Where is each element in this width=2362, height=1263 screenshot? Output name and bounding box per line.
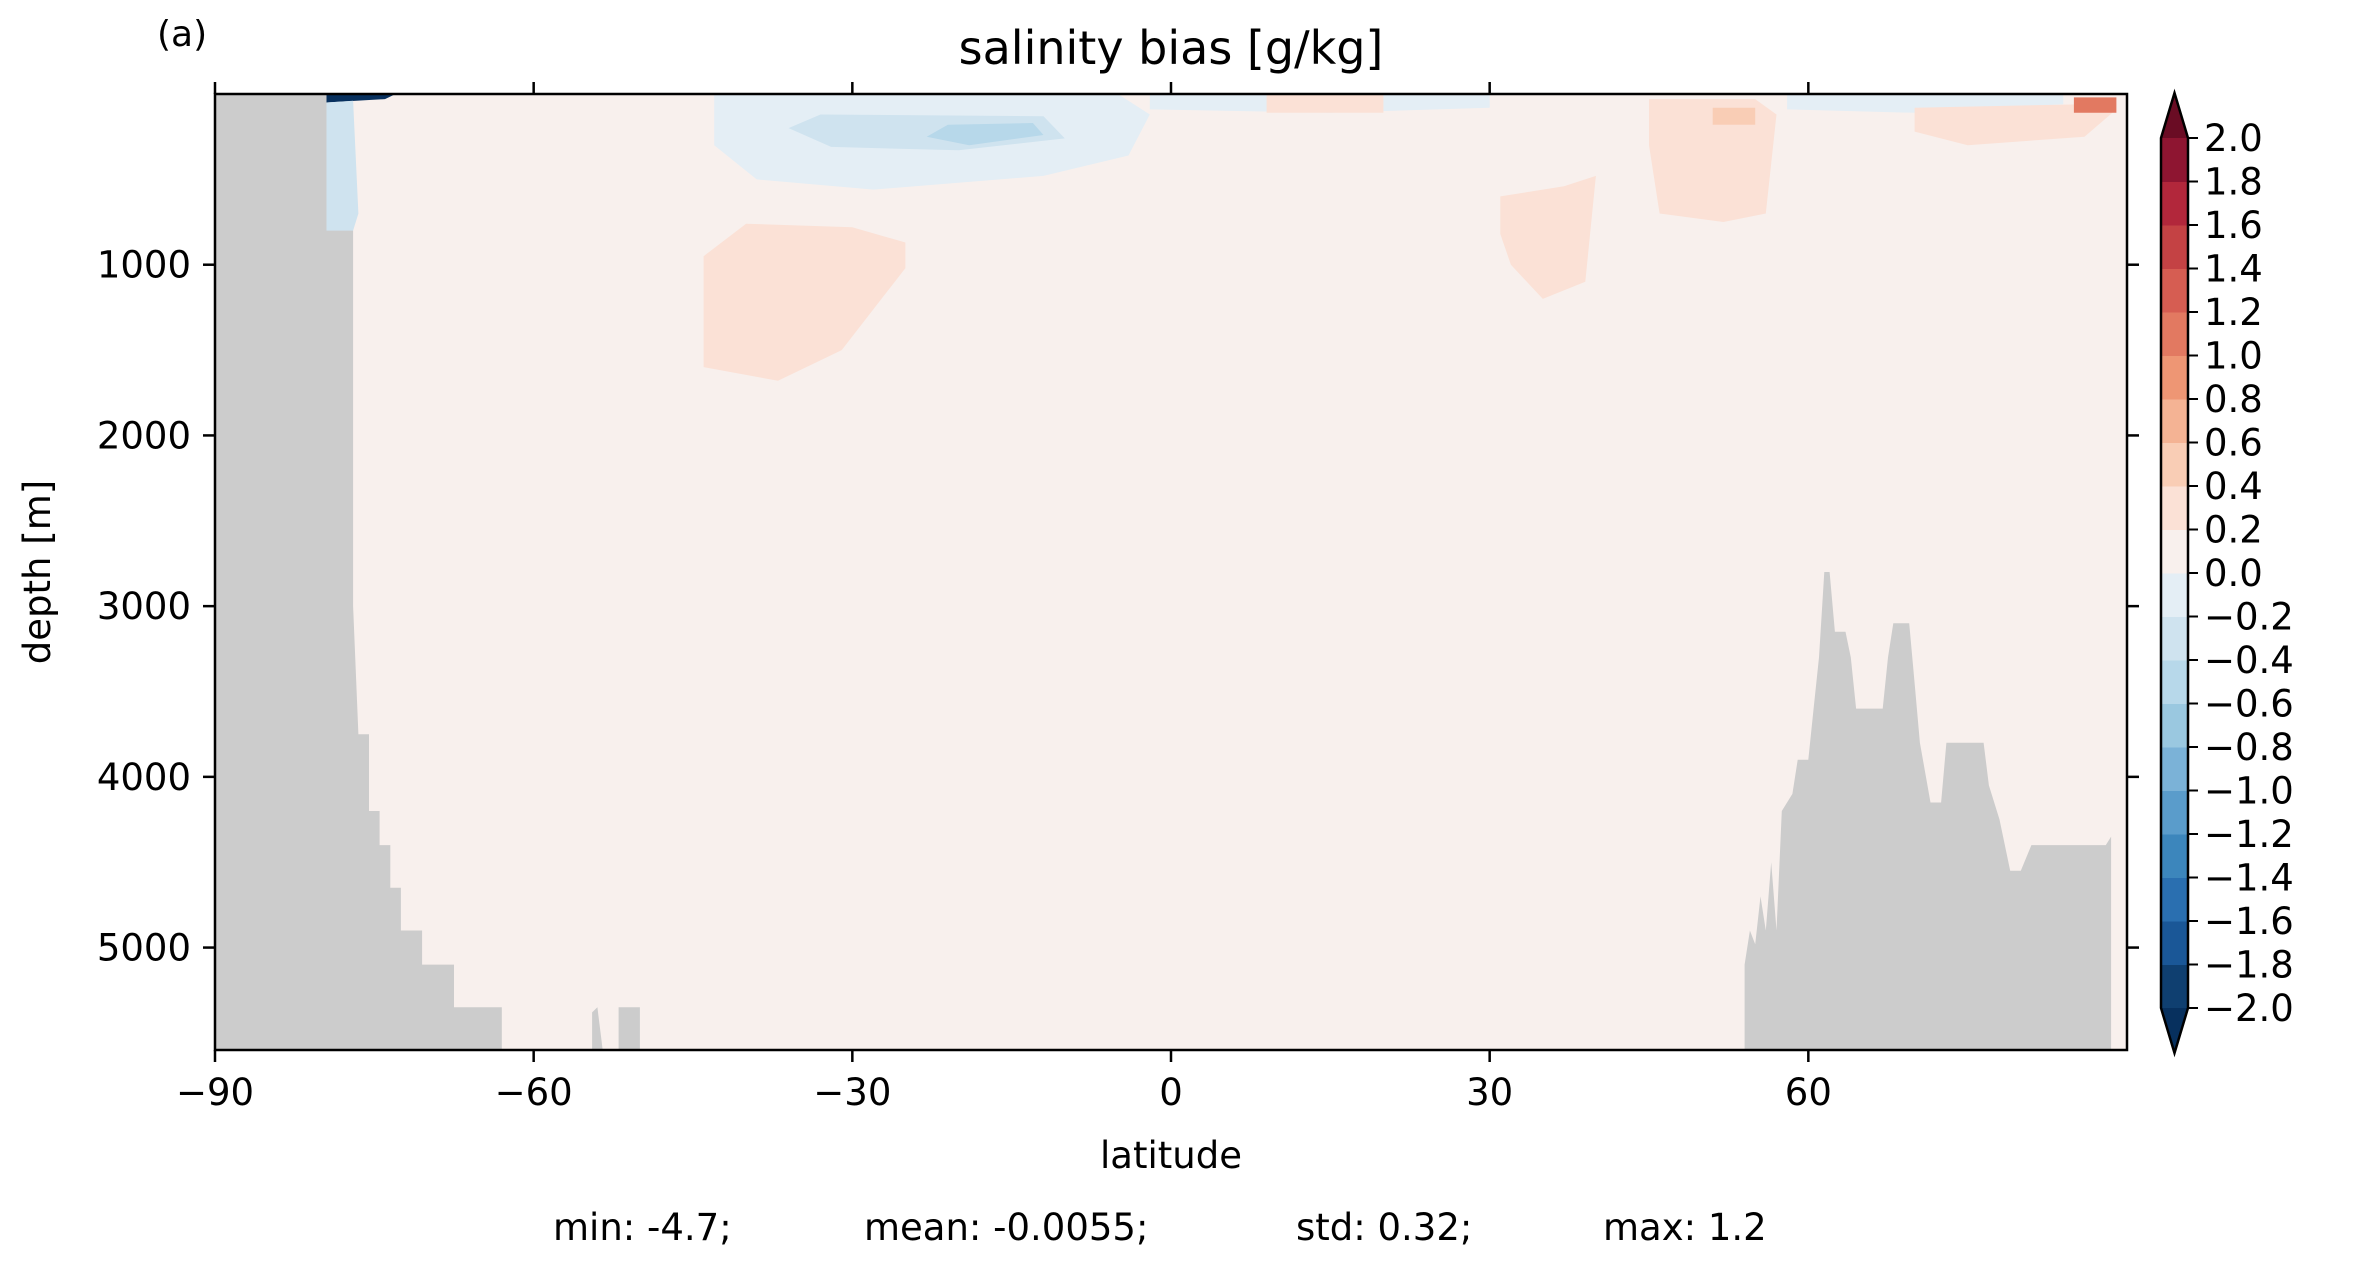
colorbar: −2.0−1.8−1.6−1.4−1.2−1.0−0.8−0.6−0.4−0.2… [2159,88,2294,1058]
colorbar-segment [2161,225,2188,269]
negative-bias-core [926,123,1044,146]
colorbar-segment [2161,399,2188,443]
colorbar-tick-label: 1.4 [2204,248,2263,291]
colorbar-tick-label: 1.8 [2204,161,2263,204]
colorbar-tick-label: −1.8 [2204,944,2294,987]
colorbar-tick-label: −0.8 [2204,726,2294,769]
stat-std: std: 0.32; [1296,1206,1472,1249]
panel-label: (a) [157,14,207,55]
positive-bias-blob-mid [1500,175,1596,299]
y-tick-label: 5000 [97,927,191,970]
colorbar-tick-label: 0.0 [2204,552,2263,595]
colorbar-tick-label: −0.6 [2204,683,2294,726]
land-antarctic [215,94,502,1050]
colorbar-segment [2161,834,2188,878]
colorbar-segment [2161,921,2188,965]
colorbar-tick-label: 1.2 [2204,291,2263,334]
negative-bias-antarctic-shelf [326,94,396,103]
x-tick-label: 0 [1159,1071,1183,1114]
colorbar-segment [2161,442,2188,487]
x-tick-label: 30 [1466,1071,1513,1114]
y-axis-label: depth [m] [16,480,59,664]
colorbar-segment [2161,660,2188,704]
colorbar-segment [2161,138,2188,182]
colorbar-tick-label: −0.2 [2204,596,2294,639]
colorbar-extend-under [2161,1008,2188,1053]
colorbar-tick-label: −0.4 [2204,639,2294,682]
y-tick-label: 2000 [97,414,191,457]
colorbar-tick-label: −2.0 [2204,987,2294,1030]
y-tick-label: 1000 [97,244,191,287]
salinity-field [215,94,2127,1050]
colorbar-tick-label: 0.8 [2204,378,2263,421]
land-ridge-b [618,1007,640,1050]
colorbar-tick-label: −1.2 [2204,813,2294,856]
colorbar-tick-label: 2.0 [2204,117,2263,160]
x-tick-label: −90 [176,1071,254,1114]
y-tick-label: 4000 [97,756,191,799]
plot-area: −90 −60 −30 0 30 60 1000 2000 3000 4000 5000 [97,82,2139,1114]
colorbar-segment [2161,529,2188,574]
colorbar-segment [2161,964,2188,1009]
positive-bias-blob-north [1649,99,1777,222]
x-axis: −90 −60 −30 0 30 60 [176,82,1832,1114]
y-tick-label: 3000 [97,585,191,628]
colorbar-segment [2161,486,2188,530]
x-tick-label: 60 [1785,1071,1832,1114]
land-northern-ridges [1744,572,2112,1050]
colorbar-segment [2161,790,2188,835]
colorbar-tick-label: 1.6 [2204,204,2263,247]
colorbar-tick-label: 1.0 [2204,335,2263,378]
x-tick-label: −30 [813,1071,891,1114]
colorbar-segment [2161,573,2188,617]
positive-bias-tropical-surface [1266,94,1384,113]
colorbar-tick-label: 0.4 [2204,465,2263,508]
stats-line: min: -4.7; mean: -0.0055; std: 0.32; max… [553,1206,1767,1249]
colorbar-segment [2161,355,2188,400]
land-ridge-a [592,1007,603,1050]
x-tick-label: −60 [495,1071,573,1114]
colorbar-segment [2161,616,2188,661]
colorbar-tick-label: −1.4 [2204,857,2294,900]
stat-max: max: 1.2 [1603,1206,1767,1249]
y-axis: 1000 2000 3000 4000 5000 [97,244,2139,970]
colorbar-segment [2161,181,2188,226]
positive-bias-north-core [1712,107,1756,125]
colorbar-tick-label: 0.6 [2204,422,2263,465]
positive-bias-arctic [1914,104,2117,146]
colorbar-segment [2161,312,2188,356]
positive-bias-blob-south [703,223,906,381]
colorbar-tick-label: −1.6 [2204,900,2294,943]
colorbar-tick-label: −1.0 [2204,770,2294,813]
colorbar-segment [2161,877,2188,922]
colorbar-segment [2161,268,2188,313]
colorbar-segment [2161,747,2188,791]
colorbar-segment [2161,703,2188,748]
stat-min: min: -4.7; [553,1206,732,1249]
chart-title: salinity bias [g/kg] [959,21,1384,75]
x-axis-label: latitude [1100,1134,1242,1177]
negative-bias-antarctic-slope [326,100,359,248]
colorbar-extend-over [2161,93,2188,138]
stat-mean: mean: -0.0055; [864,1206,1148,1249]
colorbar-tick-label: 0.2 [2204,509,2263,552]
positive-bias-arctic-core [2073,97,2117,113]
